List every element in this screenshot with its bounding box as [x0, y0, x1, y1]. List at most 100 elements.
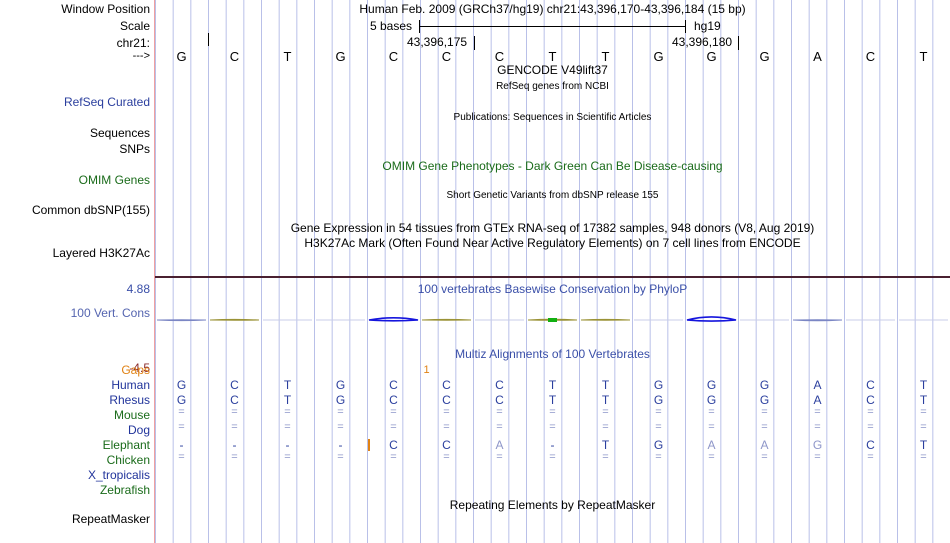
- alignment-match: =: [867, 451, 874, 463]
- alignment-match: =: [284, 421, 291, 433]
- alignment-match: =: [284, 451, 291, 463]
- alignment-match: =: [337, 451, 344, 463]
- alignment-base: T: [601, 378, 610, 392]
- coord-tick-2-mark: [738, 36, 739, 50]
- scale-label: Scale: [119, 19, 150, 33]
- alignment-match: =: [284, 406, 291, 418]
- alignment-gap: -: [550, 438, 555, 452]
- conservation-title: 100 vertebrates Basewise Conservation by…: [417, 282, 688, 296]
- alignment-base: C: [389, 378, 398, 392]
- phylop-bar: [792, 319, 843, 322]
- alignment-base: C: [495, 393, 504, 407]
- conservation-track-label[interactable]: 100 Vert. Cons: [70, 306, 150, 320]
- track-center-label: GENCODE V49lift37: [497, 63, 608, 77]
- alignment-base: G: [812, 438, 823, 452]
- alignment-match: =: [549, 421, 556, 433]
- sequence-base: T: [919, 49, 928, 64]
- repeatmasker-label[interactable]: RepeatMasker: [71, 512, 150, 526]
- alignment-match: =: [867, 421, 874, 433]
- sequence-base: C: [441, 49, 452, 64]
- sequence-base: C: [229, 49, 240, 64]
- conservation-axis-min: -4.5: [129, 361, 150, 375]
- window-position-label: Window Position: [61, 2, 150, 16]
- track-center-label: H3K27Ac Mark (Often Found Near Active Re…: [304, 236, 801, 250]
- scale-bar-right-cap: [685, 20, 686, 33]
- alignment-base: C: [230, 393, 239, 407]
- alignment-match: =: [602, 421, 609, 433]
- track-center-label: Gene Expression in 54 tissues from GTEx …: [290, 221, 815, 235]
- track-label-refseq-curated[interactable]: RefSeq Curated: [63, 95, 150, 109]
- coord-tick-1-mark: [474, 36, 475, 50]
- alignment-match: =: [708, 406, 715, 418]
- species-label-x_tropicalis[interactable]: X_tropicalis: [87, 468, 150, 482]
- alignment-match: =: [390, 421, 397, 433]
- sequence-base: A: [813, 49, 822, 64]
- alignment-match: =: [761, 451, 768, 463]
- track-label-layered-h3k27ac[interactable]: Layered H3K27Ac: [52, 246, 150, 260]
- sequence-base: G: [759, 49, 770, 64]
- track-label-snps[interactable]: SNPs: [119, 142, 150, 156]
- assembly-label: hg19: [694, 19, 721, 33]
- species-label-elephant[interactable]: Elephant: [102, 438, 150, 452]
- track-label-omim-genes[interactable]: OMIM Genes: [78, 173, 150, 187]
- species-label-dog[interactable]: Dog: [127, 423, 150, 437]
- alignment-base: G: [335, 393, 346, 407]
- alignment-match: =: [178, 406, 185, 418]
- sequence-base: C: [494, 49, 505, 64]
- alignment-base: G: [759, 393, 770, 407]
- alignment-base: T: [601, 438, 610, 452]
- sequence-base: T: [548, 49, 557, 64]
- conservation-separator: [155, 276, 950, 278]
- alignment-match: =: [920, 451, 927, 463]
- alignment-match: =: [390, 406, 397, 418]
- alignment-base: A: [813, 378, 822, 392]
- alignment-base: G: [653, 378, 664, 392]
- track-center-label: OMIM Gene Phenotypes - Dark Green Can Be…: [382, 159, 723, 173]
- strand-arrow-label: --->: [132, 50, 150, 62]
- species-label-chicken[interactable]: Chicken: [106, 453, 150, 467]
- alignment-base: T: [283, 378, 292, 392]
- multiz-title: Multiz Alignments of 100 Vertebrates: [455, 347, 650, 361]
- alignment-base: A: [707, 438, 716, 452]
- alignment-base: T: [283, 393, 292, 407]
- alignment-match: =: [231, 421, 238, 433]
- species-label-human[interactable]: Human: [111, 378, 150, 392]
- alignment-base: C: [866, 393, 875, 407]
- phylop-highlight: [548, 318, 557, 322]
- alignment-match: =: [231, 451, 238, 463]
- alignment-match: =: [708, 421, 715, 433]
- alignment-base: G: [335, 378, 346, 392]
- alignment-base: G: [176, 378, 187, 392]
- alignment-base: A: [495, 438, 504, 452]
- track-label-common-dbsnp-155[interactable]: Common dbSNP(155): [31, 203, 150, 217]
- alignment-match: =: [655, 451, 662, 463]
- phylop-bar: [421, 318, 472, 321]
- alignment-gap: -: [232, 438, 237, 452]
- alignment-base: T: [919, 438, 928, 452]
- alignment-match: =: [761, 421, 768, 433]
- track-label-sequences[interactable]: Sequences: [89, 126, 150, 140]
- alignment-gap: -: [285, 438, 290, 452]
- alignment-base: C: [866, 378, 875, 392]
- gap-insert-bar: [367, 439, 370, 451]
- alignment-gap: -: [338, 438, 343, 452]
- alignment-match: =: [655, 421, 662, 433]
- sequence-base: C: [388, 49, 399, 64]
- track-center-label: Short Genetic Variants from dbSNP releas…: [446, 190, 659, 201]
- species-label-gaps[interactable]: Gaps: [121, 363, 150, 377]
- alignment-match: =: [549, 406, 556, 418]
- alignment-base: C: [442, 378, 451, 392]
- species-label-zebrafish[interactable]: Zebrafish: [99, 483, 150, 497]
- alignment-match: =: [496, 406, 503, 418]
- alignment-match: =: [443, 451, 450, 463]
- alignment-match: =: [443, 406, 450, 418]
- sequence-base: G: [653, 49, 664, 64]
- label-divider-line: [154, 0, 155, 543]
- sequence-base: C: [865, 49, 876, 64]
- alignment-base: C: [866, 438, 875, 452]
- alignment-base: C: [495, 378, 504, 392]
- species-label-rhesus[interactable]: Rhesus: [109, 393, 150, 407]
- alignment-match: =: [178, 421, 185, 433]
- species-label-mouse[interactable]: Mouse: [113, 408, 150, 422]
